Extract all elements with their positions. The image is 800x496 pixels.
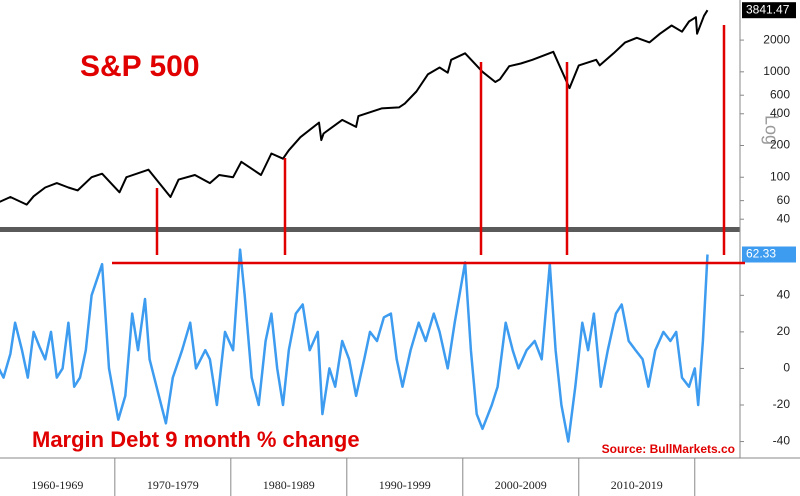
y-tick-label: 2000 bbox=[763, 32, 790, 46]
panel-separator bbox=[0, 227, 740, 232]
y-tick-label: -20 bbox=[773, 397, 791, 411]
x-tick-label: 1980-1989 bbox=[263, 478, 315, 492]
last-value-label: 62.33 bbox=[746, 247, 776, 261]
source: Source: BullMarkets.co bbox=[602, 442, 735, 456]
x-tick-label: 2010-2019 bbox=[611, 478, 663, 492]
last-value-box bbox=[742, 246, 796, 263]
y-tick-label: -40 bbox=[773, 434, 791, 448]
top-title: S&P 500 bbox=[80, 50, 200, 83]
y-tick-label: 20 bbox=[777, 324, 791, 338]
x-tick-label: 1990-1999 bbox=[379, 478, 431, 492]
x-tick-label: 2000-2009 bbox=[495, 478, 547, 492]
y-tick-label: 600 bbox=[770, 87, 790, 101]
bottom-title: Margin Debt 9 month % change bbox=[32, 427, 360, 452]
y-tick-label: 1000 bbox=[763, 64, 790, 78]
last-value-box bbox=[742, 2, 796, 19]
series-line bbox=[0, 9, 709, 206]
y-tick-label: 60 bbox=[777, 193, 791, 207]
y-tick-label: 40 bbox=[777, 211, 791, 225]
y-tick-label: 40 bbox=[777, 287, 791, 301]
series-line bbox=[0, 248, 709, 443]
y-tick-label: 0 bbox=[783, 361, 790, 375]
y-tick-label: 400 bbox=[770, 106, 790, 120]
x-tick-label: 1970-1979 bbox=[147, 478, 199, 492]
y-tick-label: 200 bbox=[770, 138, 790, 152]
y-tick-label: 100 bbox=[770, 169, 790, 183]
annotations bbox=[112, 25, 745, 265]
last-value-label: 3841.47 bbox=[746, 2, 790, 16]
x-tick-label: 1960-1969 bbox=[31, 478, 83, 492]
log-label: Log bbox=[761, 115, 781, 145]
